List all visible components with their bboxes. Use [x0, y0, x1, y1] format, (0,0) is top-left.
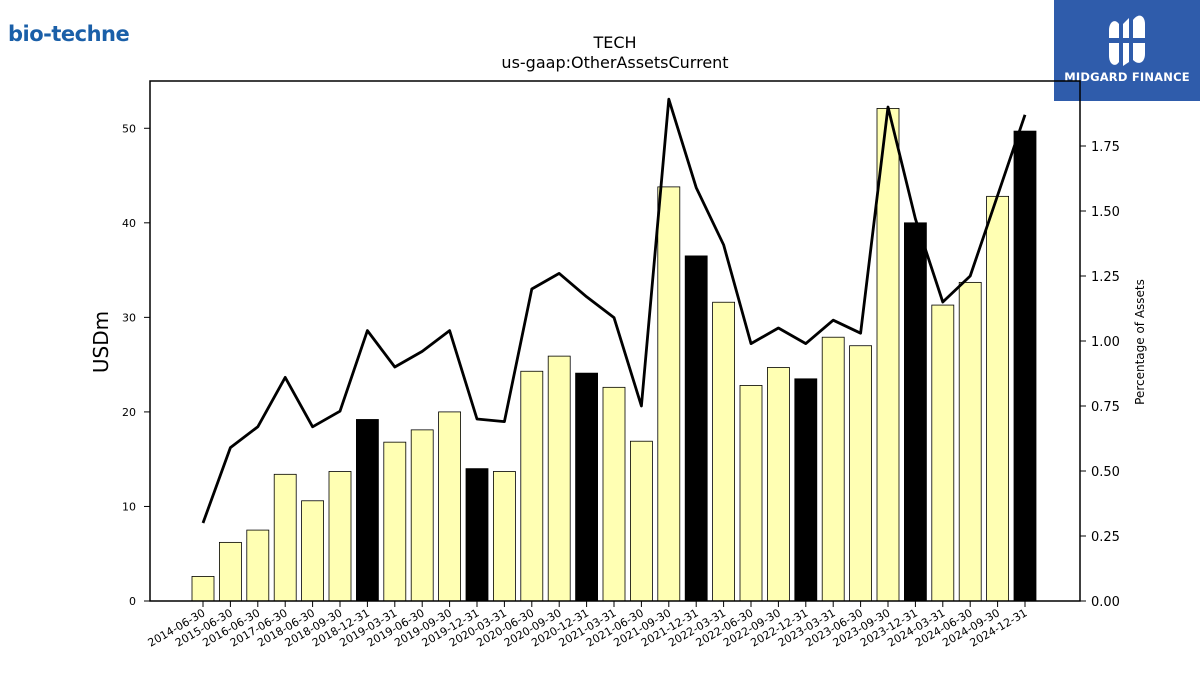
bar-2014-06-30: [191, 576, 215, 602]
bar-2020-06-30: [520, 370, 544, 602]
y2-axis-label: Percentage of Assets: [1133, 279, 1147, 405]
bar-2020-12-31: [575, 372, 598, 602]
bar-2018-09-30: [328, 471, 352, 602]
y-tick-label: 10: [122, 500, 136, 513]
y-tick-label: 50: [122, 122, 136, 135]
bar-2019-12-31: [465, 468, 489, 602]
bar-2023-03-31: [821, 336, 845, 602]
midgard-finance-logo: MIDGARD FINANCE: [1054, 0, 1200, 101]
y2-tick-label: 1.75: [1091, 140, 1120, 155]
bar-2021-03-31: [602, 386, 626, 602]
bar-2019-06-30: [410, 429, 434, 602]
line-series: [201, 97, 1027, 524]
y-tick-label: 0: [129, 595, 136, 608]
bar-2020-09-30: [547, 355, 571, 602]
bar-2021-12-31: [684, 255, 708, 602]
y-tick-label: 40: [122, 217, 136, 230]
y-tick-label: 30: [122, 311, 136, 324]
y2-tick-label: 0.00: [1091, 595, 1120, 610]
y2-tick-label: 1.50: [1091, 205, 1120, 220]
bar-2018-12-31: [355, 419, 379, 602]
bar-2016-06-30: [246, 529, 270, 602]
bar-2023-09-30: [876, 108, 900, 602]
bar-2022-12-31: [794, 378, 818, 602]
y-axis-label: USDm: [89, 311, 113, 373]
bar-2018-06-30: [301, 500, 325, 602]
bar-2021-06-30: [630, 440, 653, 602]
bar-2019-09-30: [438, 411, 462, 602]
y2-tick-label: 0.75: [1091, 400, 1120, 415]
chart-title: TECH: [592, 33, 636, 52]
bar-2023-12-31: [904, 222, 927, 602]
bar-2024-03-31: [931, 304, 955, 602]
y2-tick-label: 0.25: [1091, 530, 1120, 545]
bar-2023-06-30: [849, 345, 872, 602]
bar-2022-03-31: [712, 301, 735, 602]
bar-2021-09-30: [657, 186, 681, 602]
bar-2024-09-30: [986, 195, 1009, 602]
bar-2017-06-30: [273, 473, 297, 602]
bar-series: [191, 108, 1037, 602]
percentage-of-assets-line: [201, 97, 1027, 524]
bar-2020-03-31: [492, 471, 516, 602]
bar-2024-12-31: [1013, 130, 1037, 602]
bar-2015-06-30: [218, 541, 242, 602]
y-tick-label: 20: [122, 406, 136, 419]
midgard-logo-mark-icon: [1107, 15, 1147, 66]
bio-techne-logo-text: bio-techne: [8, 22, 130, 46]
midgard-finance-name: MIDGARD FINANCE: [1064, 70, 1190, 84]
bar-2022-06-30: [739, 385, 763, 602]
chart-subtitle: us-gaap:OtherAssetsCurrent: [501, 53, 728, 72]
bio-techne-logo: bio-techne: [8, 22, 130, 46]
y2-tick-label: 0.50: [1091, 465, 1120, 480]
bar-2022-09-30: [767, 367, 790, 602]
bar-2019-03-31: [383, 441, 407, 602]
bar-2024-06-30: [958, 281, 982, 602]
y2-tick-label: 1.25: [1091, 270, 1120, 285]
y2-tick-label: 1.00: [1091, 335, 1120, 350]
